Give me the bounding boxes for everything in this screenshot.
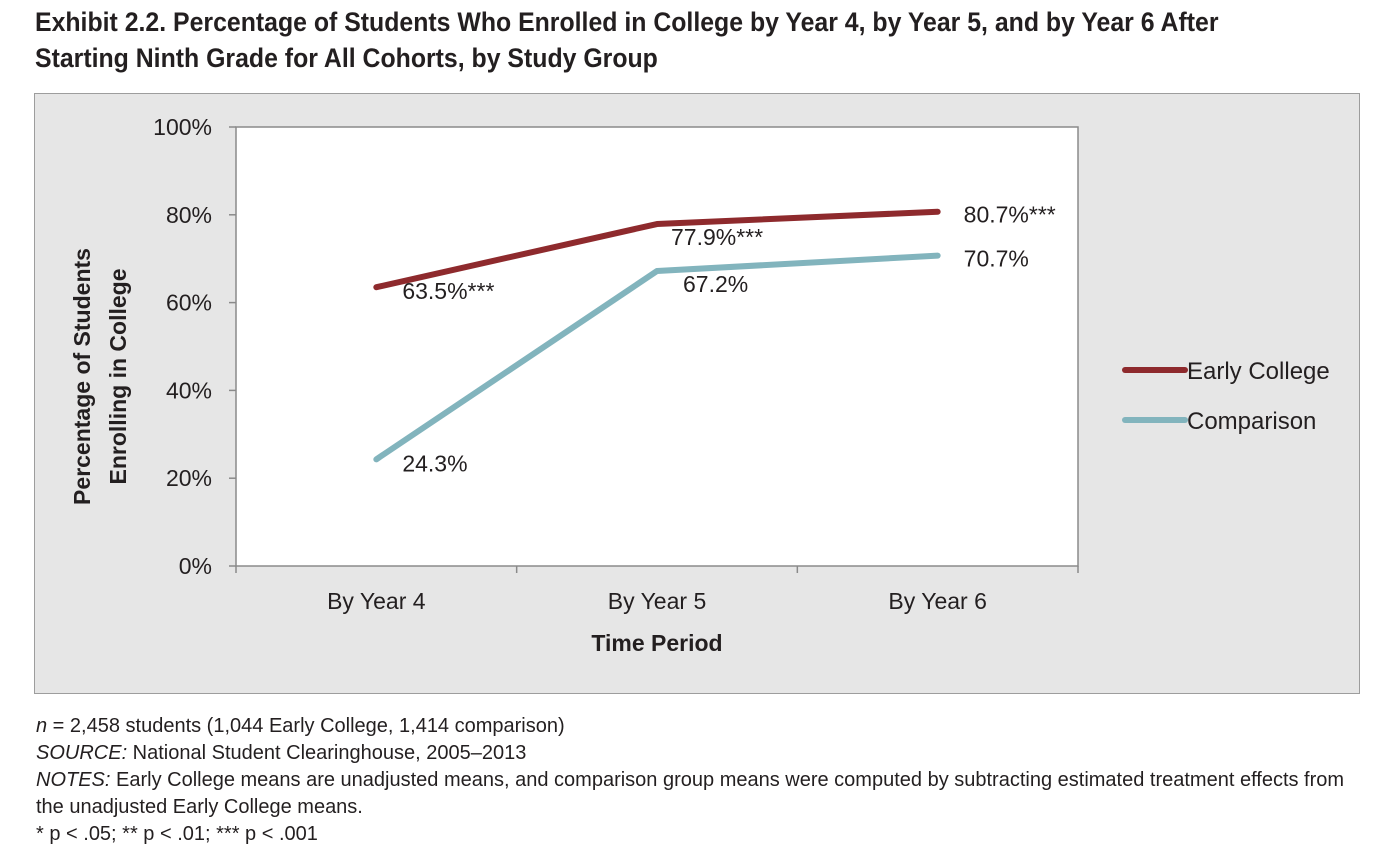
data-label: 63.5%*** xyxy=(402,278,494,304)
data-label: 67.2% xyxy=(683,271,748,297)
sample-size-label: n xyxy=(36,715,48,737)
exhibit-title: Exhibit 2.2. Percentage of Students Who … xyxy=(35,7,1219,73)
data-label: 70.7% xyxy=(964,246,1029,272)
legend-label: Comparison xyxy=(1187,408,1316,435)
footnotes: n = 2,458 students (1,044 Early College,… xyxy=(36,713,1366,848)
series-line-comparison xyxy=(373,252,941,463)
y-tick-label: 80% xyxy=(166,202,212,228)
x-tick-label: By Year 4 xyxy=(327,588,426,614)
y-tick-label: 60% xyxy=(166,290,212,316)
notes-label: NOTES: xyxy=(36,769,111,791)
series-line-early-college xyxy=(373,208,941,291)
y-tick-label: 20% xyxy=(166,465,212,491)
source-text: National Student Clearinghouse, 2005–201… xyxy=(127,742,527,764)
data-label: 77.9%*** xyxy=(671,224,763,250)
line-chart: 0% 20% 40% 60% 80% 100% By Year 4 By Year 5 By Y… xyxy=(69,114,1330,656)
x-tick-label: By Year 6 xyxy=(888,588,986,614)
y-tick-label: 0% xyxy=(179,553,212,579)
y-tick-label: 40% xyxy=(166,377,212,403)
source-label: SOURCE: xyxy=(36,742,128,764)
source-note: SOURCE: National Student Clearinghouse, … xyxy=(36,740,1366,767)
sample-size-text: = 2,458 students (1,044 Early College, 1… xyxy=(47,715,565,737)
sample-size-note: n = 2,458 students (1,044 Early College,… xyxy=(36,713,1366,740)
y-axis-title-line: Enrolling in College xyxy=(105,269,131,485)
x-axis-title: Time Period xyxy=(591,630,722,656)
x-tick-label: By Year 5 xyxy=(608,588,706,614)
chart-area: 0% 20% 40% 60% 80% 100% By Year 4 By Year 5 By Y… xyxy=(34,93,1360,694)
data-label: 80.7%*** xyxy=(964,202,1056,228)
legend-label: Early College xyxy=(1187,358,1330,385)
data-label: 24.3% xyxy=(402,450,467,476)
y-axis-title: Percentage of Students Enrolling in Colle… xyxy=(69,248,131,505)
notes-note: NOTES: Early College means are unadjuste… xyxy=(36,767,1366,821)
significance-note: * p < .05; ** p < .01; *** p < .001 xyxy=(36,823,318,845)
plot-area xyxy=(235,126,1079,567)
y-tick-label: 100% xyxy=(153,114,212,140)
notes-text: Early College means are unadjusted means… xyxy=(36,769,1345,818)
y-axis-title-line: Percentage of Students xyxy=(69,248,95,505)
